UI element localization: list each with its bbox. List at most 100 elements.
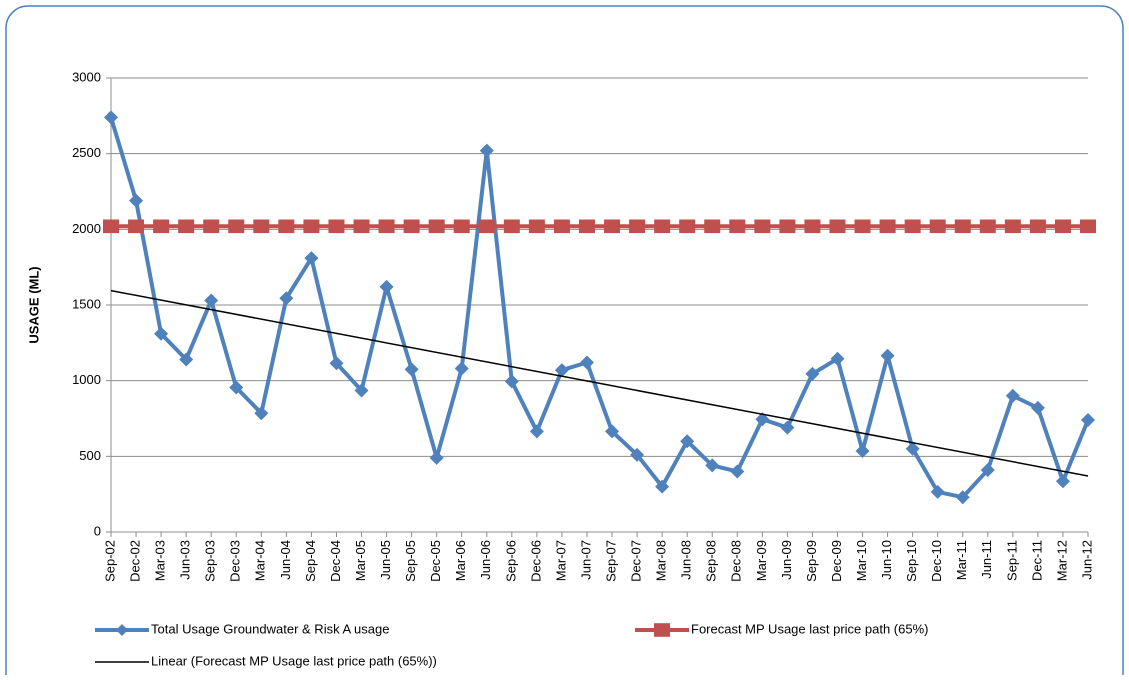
point-marker	[154, 326, 169, 341]
point-marker	[955, 490, 970, 505]
x-tick-label: Dec-08	[729, 540, 744, 582]
point-marker	[228, 219, 245, 234]
y-tick-label: 2000	[72, 221, 101, 236]
point-marker	[204, 293, 219, 308]
point-marker	[705, 458, 720, 473]
point-marker	[679, 219, 696, 234]
x-tick-label: Jun-12	[1079, 540, 1094, 580]
y-tick-label: 3000	[72, 69, 101, 84]
point-marker	[904, 219, 921, 234]
point-marker	[854, 219, 871, 234]
point-marker	[503, 219, 520, 234]
x-tick-label: Dec-03	[228, 540, 243, 582]
x-tick-label: Mar-11	[954, 540, 969, 580]
point-marker	[504, 374, 519, 389]
point-marker	[278, 219, 295, 234]
x-tick-label: Mar-07	[553, 540, 568, 581]
x-tick-label: Mar-04	[253, 540, 268, 581]
y-tick-label: 0	[94, 523, 101, 538]
point-marker	[830, 351, 845, 366]
point-marker	[604, 219, 621, 234]
x-tick-label: Jun-10	[879, 540, 894, 580]
point-marker	[379, 279, 394, 294]
y-tick-label: 500	[79, 448, 101, 463]
series-line	[109, 116, 1090, 500]
point-marker	[779, 219, 796, 234]
x-tick-label: Dec-04	[328, 540, 343, 582]
x-tick-label: Mar-03	[153, 540, 168, 581]
point-marker	[729, 219, 746, 234]
x-tick-label: Dec-06	[528, 540, 543, 582]
x-tick-label: Jun-04	[278, 540, 293, 580]
point-marker	[680, 434, 695, 449]
x-tick-label: Sep-08	[704, 540, 719, 582]
point-marker	[780, 420, 795, 435]
point-marker	[1005, 388, 1020, 403]
trend-line	[110, 289, 1089, 477]
point-marker	[554, 363, 569, 378]
point-marker	[453, 219, 470, 234]
x-tick-label: Mar-08	[654, 540, 669, 581]
point-marker	[629, 219, 646, 234]
point-marker	[704, 219, 721, 234]
point-marker	[478, 219, 495, 234]
point-marker	[980, 462, 995, 477]
point-marker	[855, 444, 870, 459]
legend-label: Total Usage Groundwater & Risk A usage	[151, 621, 389, 636]
point-marker	[354, 383, 369, 398]
point-marker	[1080, 219, 1096, 234]
point-marker	[454, 361, 469, 376]
point-marker	[979, 219, 996, 234]
point-marker	[654, 219, 671, 234]
point-marker	[129, 193, 144, 208]
point-marker	[178, 219, 195, 234]
x-tick-label: Jun-03	[178, 540, 193, 580]
point-marker	[203, 219, 220, 234]
legend-marker	[116, 624, 128, 636]
point-marker	[103, 219, 119, 234]
point-marker	[1054, 219, 1071, 234]
point-marker	[905, 441, 920, 456]
point-marker	[655, 479, 670, 494]
x-tick-label: Sep-09	[804, 540, 819, 582]
point-marker	[605, 424, 620, 439]
point-marker	[303, 219, 320, 234]
x-tick-label: Sep-07	[603, 540, 618, 582]
point-marker	[1004, 219, 1021, 234]
point-marker	[754, 219, 771, 234]
point-marker	[930, 484, 945, 499]
point-marker	[529, 424, 544, 439]
point-marker	[279, 291, 294, 306]
point-marker	[553, 219, 570, 234]
y-tick-label: 2500	[72, 145, 101, 160]
y-tick-label: 1000	[72, 372, 101, 387]
point-marker	[253, 219, 270, 234]
point-marker	[104, 110, 118, 125]
point-marker	[730, 464, 745, 479]
point-marker	[954, 219, 971, 234]
x-tick-label: Mar-10	[854, 540, 869, 581]
point-marker	[403, 219, 420, 234]
point-marker	[804, 219, 821, 234]
x-tick-label: Sep-06	[503, 540, 518, 582]
x-tick-label: Dec-11	[1029, 540, 1044, 581]
point-marker	[429, 450, 444, 465]
point-marker	[880, 348, 895, 363]
legend-label: Forecast MP Usage last price path (65%)	[691, 621, 928, 636]
point-marker	[479, 143, 494, 158]
chart-frame	[5, 5, 1124, 680]
y-tick-label: 1500	[72, 296, 101, 311]
point-marker	[1030, 400, 1045, 415]
point-marker	[929, 219, 946, 234]
point-marker	[879, 219, 896, 234]
point-marker	[1055, 474, 1070, 489]
point-marker	[328, 219, 345, 234]
y-axis-label: USAGE (ML)	[26, 266, 41, 343]
x-tick-label: Dec-09	[829, 540, 844, 582]
x-tick-label: Sep-04	[303, 540, 318, 582]
point-marker	[805, 366, 820, 381]
point-marker	[179, 352, 194, 367]
x-tick-label: Dec-10	[929, 540, 944, 582]
